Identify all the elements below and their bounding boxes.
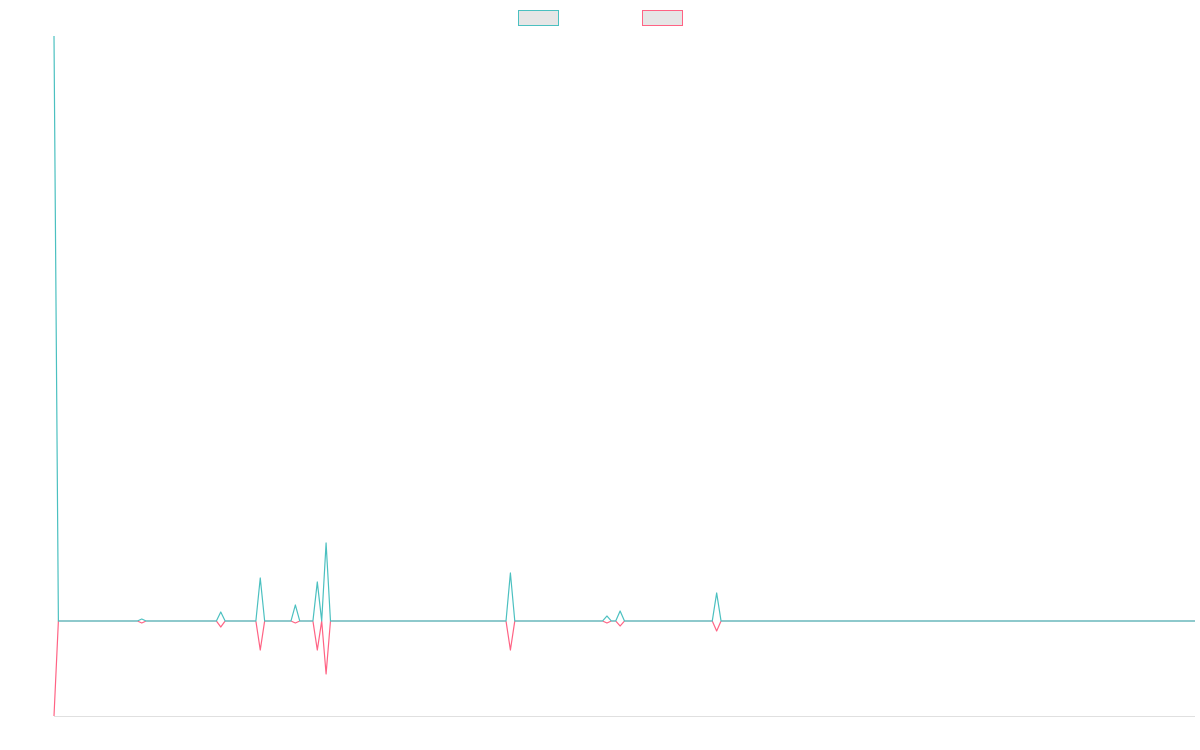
legend-swatch [518,10,559,26]
series-line [53,620,1195,717]
legend-swatch [642,10,683,26]
series-line [53,35,1195,622]
